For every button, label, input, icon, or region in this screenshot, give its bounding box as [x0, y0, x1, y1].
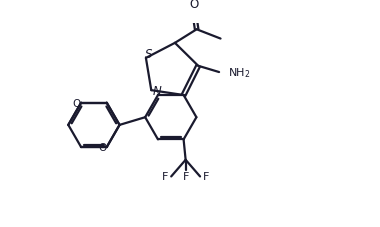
Text: O: O	[190, 0, 199, 11]
Text: S: S	[145, 48, 152, 61]
Text: F: F	[162, 172, 169, 182]
Text: F: F	[203, 172, 209, 182]
Text: N: N	[152, 84, 161, 97]
Text: F: F	[182, 171, 189, 181]
Text: NH$_2$: NH$_2$	[228, 66, 250, 80]
Text: O: O	[98, 143, 106, 152]
Text: O: O	[73, 98, 81, 108]
